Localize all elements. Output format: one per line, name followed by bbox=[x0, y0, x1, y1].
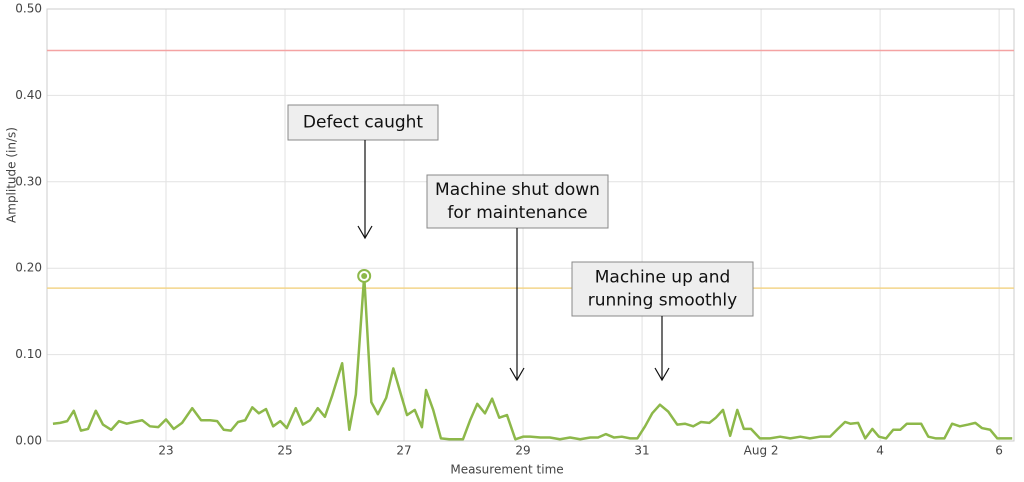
annotation-text: Machine shut down bbox=[435, 180, 600, 200]
y-axis-label: Amplitude (in/s) bbox=[5, 127, 19, 223]
x-tick-label: 25 bbox=[277, 444, 292, 458]
x-tick-label: Aug 2 bbox=[744, 444, 779, 458]
x-axis-label: Measurement time bbox=[450, 463, 563, 477]
annotation-box bbox=[426, 174, 609, 229]
x-tick-label: 31 bbox=[634, 444, 649, 458]
data-line bbox=[52, 274, 1013, 441]
y-tick-label: 0.40 bbox=[15, 88, 42, 102]
annotation-text: Defect caught bbox=[303, 113, 424, 133]
annotation-text: for maintenance bbox=[447, 203, 587, 223]
y-tick-label: 0.30 bbox=[15, 174, 42, 188]
annotation-box bbox=[571, 261, 754, 317]
annotation: Machine up and running smoothly bbox=[571, 261, 754, 382]
arrow-head bbox=[357, 225, 373, 240]
x-tick-label: 23 bbox=[158, 444, 173, 458]
arrow-head bbox=[509, 367, 525, 382]
plot-frame bbox=[46, 8, 1015, 442]
annotation-box bbox=[287, 104, 439, 141]
annotation: Machine shut down for maintenance bbox=[426, 174, 609, 382]
y-tick-label: 0.00 bbox=[15, 434, 42, 448]
y-tick-label: 0.10 bbox=[15, 347, 42, 361]
annotation-text: Machine up and bbox=[595, 268, 731, 288]
x-tick-label: 27 bbox=[396, 444, 411, 458]
annotation: Defect caught bbox=[287, 104, 439, 240]
y-tick-label: 0.20 bbox=[15, 261, 42, 275]
annotation-text: running smoothly bbox=[588, 291, 737, 311]
x-tick-label: 4 bbox=[876, 444, 884, 458]
arrow-head bbox=[654, 367, 670, 382]
y-tick-label: 0.50 bbox=[15, 2, 42, 16]
highlight-dot bbox=[361, 272, 368, 279]
x-tick-label: 6 bbox=[995, 444, 1003, 458]
x-tick-label: 29 bbox=[515, 444, 530, 458]
